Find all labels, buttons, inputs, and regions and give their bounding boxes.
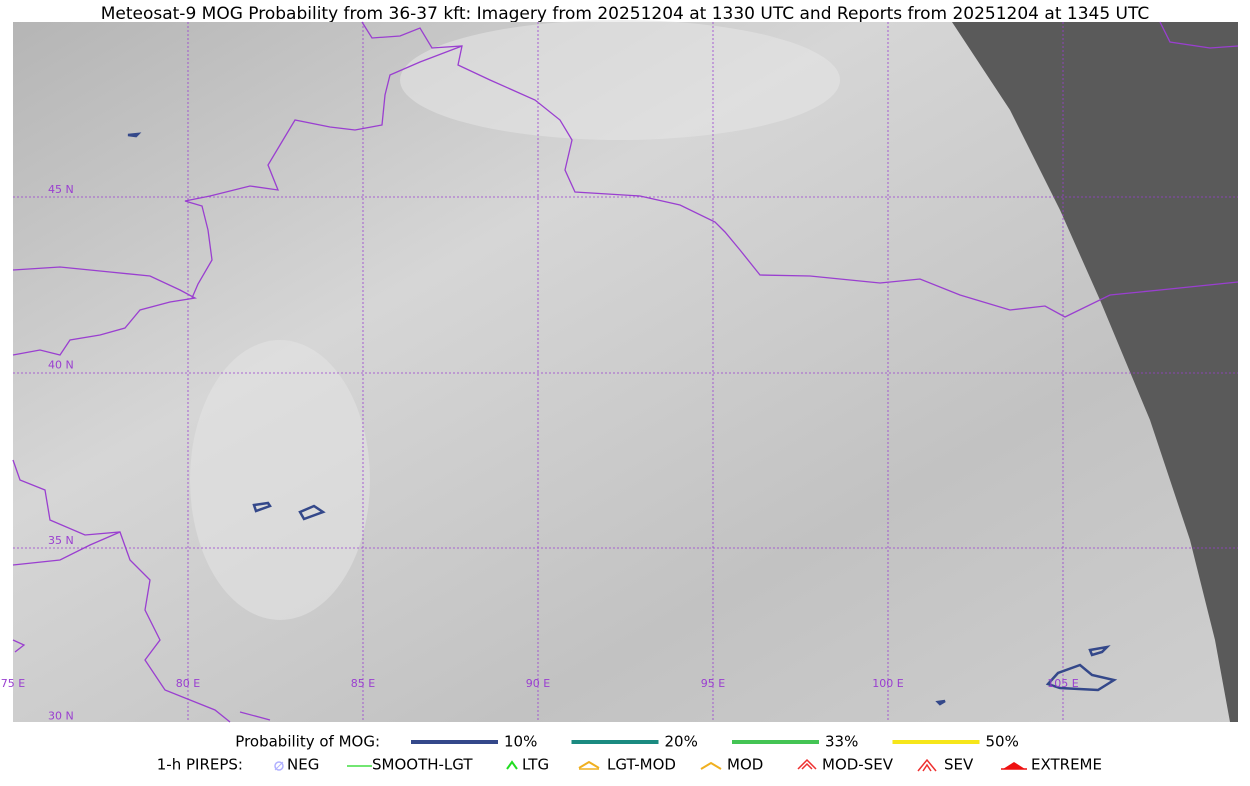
legend-label: 10% [504,733,537,751]
grid [13,22,1238,722]
cloud [190,340,370,620]
legend-label: LTG [522,756,549,774]
icon-shape [506,760,518,770]
borders [12,21,1239,723]
legend-icon [917,758,937,772]
legend-label: LGT-MOD [607,756,676,774]
icon-shape [578,760,600,769]
lon-label: 85 E [351,677,375,690]
legend-label: EXTREME [1031,756,1102,774]
cloud [400,20,840,140]
lat-label: 40 N [48,359,74,372]
lat-label: 35 N [48,534,74,547]
lon-label: 90 E [526,677,550,690]
icon-shape [797,758,817,770]
legend-icon [578,760,600,770]
icon-shape [700,761,722,770]
legend-title: 1-h PIREPS: [157,756,243,774]
legend-label: MOD-SEV [822,756,894,774]
legend-icon [1001,762,1027,770]
lon-label: 75 E [1,677,25,690]
lon-label: 105 E [1047,677,1078,690]
legend-icon [506,760,518,770]
legend-icon [700,761,722,770]
icon-shape [801,762,813,770]
lon-label: 80 E [176,677,200,690]
legend-label: NEG [287,756,319,774]
icon-shape [1003,762,1025,769]
lat-label: 45 N [48,183,74,196]
legend-label: SMOOTH-LGT [372,756,473,774]
legend-label: 33% [825,733,858,751]
map: 45 N 40 N 35 N 30 N 75 E 80 E 85 E 90 E 95 E 100… [1,20,1239,723]
legend-label: MOD [727,756,763,774]
lat-label: 30 N [48,710,74,723]
lon-label: 95 E [701,677,725,690]
icon-shape [274,761,284,771]
legend-label: SEV [944,756,974,774]
legend-label: 20% [665,733,698,751]
mog-contours [127,132,1118,706]
icon-shape [922,763,932,772]
legend-icon [797,758,817,770]
title: Meteosat-9 MOG Probability from 36-37 kf… [101,4,1150,24]
legend-title: Probability of MOG: [235,733,380,751]
icon-shape [917,758,937,772]
icon-shape [274,761,284,771]
legend-icon [274,761,284,771]
lon-label: 100 E [872,677,903,690]
legend-label: 50% [986,733,1019,751]
legend: Probability of MOG: 1-h PIREPS: 10% 20% 33… [157,733,1102,774]
